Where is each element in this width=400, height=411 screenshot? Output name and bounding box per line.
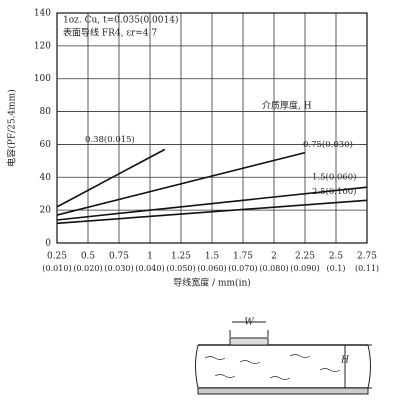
series-label: 1.5(0.060) [312, 172, 356, 183]
annotation: 介质厚度, H [262, 100, 312, 112]
x-tick-label: 0.25 [47, 252, 67, 262]
x-tick-label: 2.5 [329, 252, 344, 262]
x-tick-label: 1.25 [171, 252, 191, 262]
x-tick-label: 2 [271, 252, 277, 262]
series-label: 2.5(0.100) [312, 186, 356, 197]
x-tick-label: 2.75 [357, 252, 377, 262]
y-tick-label: 80 [40, 107, 52, 117]
height-label: H [340, 356, 349, 366]
x-tick-label: 1 [147, 252, 153, 262]
x-tick-label-in: (0.070) [228, 264, 257, 273]
series-label: 0.38(0.015) [85, 134, 135, 145]
x-tick-label-in: (0.030) [104, 264, 133, 273]
x-axis-label: 导线宽度 / mm(in) [173, 277, 251, 289]
x-tick-label-in: (0.1) [327, 264, 346, 273]
series-line [56, 186, 368, 221]
y-tick-label: 100 [34, 74, 51, 84]
x-tick-label-in: (0.010) [42, 264, 71, 273]
x-tick-label-in: (0.050) [166, 264, 195, 273]
cross-section [195, 321, 372, 395]
y-tick-label: 140 [34, 9, 51, 19]
x-tick-label-in: (0.11) [355, 264, 379, 273]
x-tick-label: 0.75 [109, 252, 129, 262]
x-tick-label: 1.75 [233, 252, 253, 262]
x-tick-label: 0.5 [81, 252, 96, 262]
x-tick-label-in: (0.060) [197, 264, 226, 273]
y-tick-label: 40 [40, 173, 52, 183]
series-line [56, 151, 306, 216]
x-tick-label: 1.5 [205, 252, 220, 262]
series-line [56, 199, 368, 225]
x-tick-label: 2.25 [295, 252, 315, 262]
y-tick-label: 60 [40, 140, 52, 150]
y-axis-label: 电容(PF/25.4mm) [6, 89, 18, 166]
x-tick-label-in: (0.090) [290, 264, 319, 273]
y-tick-label: 20 [40, 206, 52, 216]
width-label: W [244, 318, 254, 328]
x-tick-label-in: (0.040) [135, 264, 164, 273]
series-label: 0.75(0.030) [303, 139, 353, 150]
plot-frame [56, 12, 368, 244]
x-tick-label-in: (0.080) [259, 264, 288, 273]
annotation: 1oz. Cu, t=0.035(0.0014) [63, 15, 178, 26]
annotation: 表面导线 FR4, εr=4.7 [63, 27, 157, 39]
y-tick-label: 120 [34, 41, 51, 51]
x-tick-label-in: (0.020) [73, 264, 102, 273]
y-tick-label: 0 [45, 239, 51, 249]
series-line [56, 148, 166, 208]
